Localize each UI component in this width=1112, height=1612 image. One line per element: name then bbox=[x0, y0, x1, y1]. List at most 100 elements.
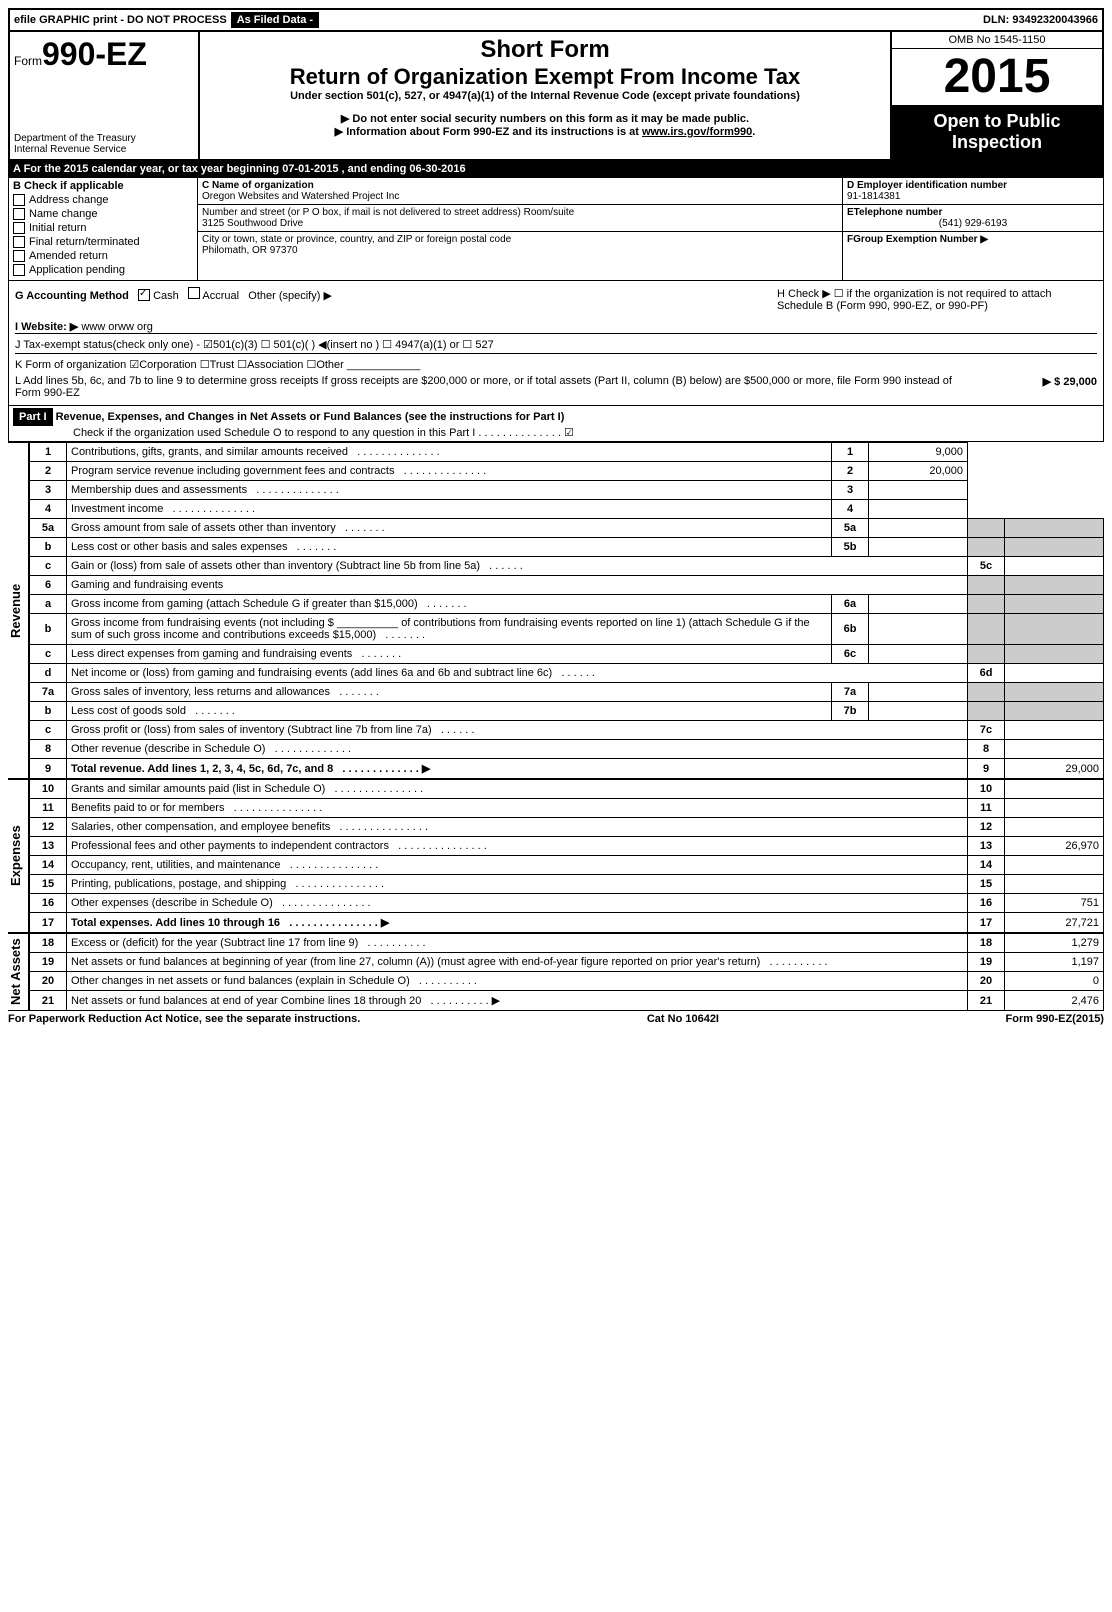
line-text: Other revenue (describe in Schedule O) .… bbox=[67, 740, 968, 759]
line-ref bbox=[968, 702, 1005, 721]
line-num: 2 bbox=[30, 462, 67, 481]
city: Philomath, OR 97370 bbox=[202, 245, 838, 256]
line-k: K Form of organization ☑Corporation ☐Tru… bbox=[15, 358, 1097, 371]
line-text: Gross income from fundraising events (no… bbox=[67, 614, 832, 645]
ein: 91-1814381 bbox=[847, 191, 1099, 202]
line-ref: 11 bbox=[968, 799, 1005, 818]
form-header: Form990-EZ Department of the Treasury In… bbox=[8, 32, 1104, 161]
line-text: Printing, publications, postage, and shi… bbox=[67, 875, 968, 894]
line-text: Excess or (deficit) for the year (Subtra… bbox=[67, 934, 968, 953]
line-val: 27,721 bbox=[1005, 913, 1104, 933]
line-num: 12 bbox=[30, 818, 67, 837]
phone: (541) 929-6193 bbox=[847, 218, 1099, 229]
part1-desc: Revenue, Expenses, and Changes in Net As… bbox=[56, 411, 565, 423]
note-ssn: ▶ Do not enter social security numbers o… bbox=[208, 112, 882, 125]
c-label: C Name of organization bbox=[202, 180, 838, 191]
line-num: 4 bbox=[30, 500, 67, 519]
e-label: ETelephone number bbox=[847, 207, 1099, 218]
entity-info: B Check if applicable Address change Nam… bbox=[8, 178, 1104, 281]
chk-final[interactable]: Final return/terminated bbox=[13, 236, 193, 248]
line-num: b bbox=[30, 702, 67, 721]
line-text: Grants and similar amounts paid (list in… bbox=[67, 780, 968, 799]
line-num: 16 bbox=[30, 894, 67, 913]
line-val: 1,279 bbox=[1005, 934, 1104, 953]
footer: For Paperwork Reduction Act Notice, see … bbox=[8, 1011, 1104, 1027]
line-num: 11 bbox=[30, 799, 67, 818]
line-text: Net assets or fund balances at end of ye… bbox=[67, 991, 968, 1011]
box-d: D Employer identification number 91-1814… bbox=[842, 178, 1103, 280]
mini-ref: 6b bbox=[832, 614, 869, 645]
line-num: 1 bbox=[30, 443, 67, 462]
line-num: c bbox=[30, 557, 67, 576]
chk-amended[interactable]: Amended return bbox=[13, 250, 193, 262]
mini-ref: 7b bbox=[832, 702, 869, 721]
line-val bbox=[1005, 538, 1104, 557]
line-num: 15 bbox=[30, 875, 67, 894]
line-text: Less cost or other basis and sales expen… bbox=[67, 538, 832, 557]
box-b: B Check if applicable Address change Nam… bbox=[9, 178, 198, 280]
d-label: D Employer identification number bbox=[847, 180, 1099, 191]
chk-name[interactable]: Name change bbox=[13, 208, 193, 220]
line-val: 26,970 bbox=[1005, 837, 1104, 856]
line-text: Gross amount from sale of assets other t… bbox=[67, 519, 832, 538]
line-text: Less direct expenses from gaming and fun… bbox=[67, 645, 832, 664]
line-num: 10 bbox=[30, 780, 67, 799]
mini-val bbox=[869, 702, 968, 721]
chk-pending[interactable]: Application pending bbox=[13, 264, 193, 276]
irs-link[interactable]: www.irs.gov/form990 bbox=[642, 126, 752, 138]
footer-left: For Paperwork Reduction Act Notice, see … bbox=[8, 1013, 360, 1025]
line-val bbox=[1005, 683, 1104, 702]
dept-irs: Internal Revenue Service bbox=[14, 144, 194, 155]
line-text: Less cost of goods sold . . . . . . . bbox=[67, 702, 832, 721]
line-ref: 15 bbox=[968, 875, 1005, 894]
chk-accrual[interactable] bbox=[188, 287, 200, 299]
city-label: City or town, state or province, country… bbox=[202, 234, 838, 245]
line-val bbox=[1005, 875, 1104, 894]
line-val bbox=[869, 500, 968, 519]
mini-val bbox=[869, 683, 968, 702]
line-h: H Check ▶ ☐ if the organization is not r… bbox=[777, 287, 1097, 312]
line-text: Contributions, gifts, grants, and simila… bbox=[67, 443, 832, 462]
line-text: Professional fees and other payments to … bbox=[67, 837, 968, 856]
line-val bbox=[1005, 856, 1104, 875]
line-num: 20 bbox=[30, 972, 67, 991]
chk-address[interactable]: Address change bbox=[13, 194, 193, 206]
line-text: Net assets or fund balances at beginning… bbox=[67, 953, 968, 972]
part1-badge: Part I bbox=[13, 408, 53, 426]
org-name: Oregon Websites and Watershed Project In… bbox=[202, 191, 838, 202]
footer-mid: Cat No 10642I bbox=[647, 1013, 719, 1025]
line-num: c bbox=[30, 721, 67, 740]
line-ref: 1 bbox=[832, 443, 869, 462]
line-ref: 21 bbox=[968, 991, 1005, 1011]
line-val bbox=[1005, 614, 1104, 645]
line-text: Net income or (loss) from gaming and fun… bbox=[67, 664, 968, 683]
line-ref bbox=[968, 538, 1005, 557]
line-text: Total expenses. Add lines 10 through 16 … bbox=[67, 913, 968, 933]
tax-year: 2015 bbox=[892, 49, 1102, 105]
line-num: b bbox=[30, 538, 67, 557]
netassets-section: Net Assets 18Excess or (deficit) for the… bbox=[8, 933, 1104, 1011]
asfiled-label: As Filed Data - bbox=[231, 12, 319, 28]
line-ref: 14 bbox=[968, 856, 1005, 875]
line-text: Investment income . . . . . . . . . . . … bbox=[67, 500, 832, 519]
dln-label: DLN: 93492320043966 bbox=[983, 14, 1098, 26]
line-text: Gain or (loss) from sale of assets other… bbox=[67, 557, 968, 576]
line-ref: 9 bbox=[968, 759, 1005, 779]
line-num: 7a bbox=[30, 683, 67, 702]
line-num: 6 bbox=[30, 576, 67, 595]
line-val bbox=[1005, 818, 1104, 837]
line-num: c bbox=[30, 645, 67, 664]
line-a: A For the 2015 calendar year, or tax yea… bbox=[8, 161, 1104, 178]
line-j: J Tax-exempt status(check only one) - ☑5… bbox=[15, 338, 1097, 354]
line-ref bbox=[968, 595, 1005, 614]
line-ref: 5c bbox=[968, 557, 1005, 576]
line-val bbox=[1005, 799, 1104, 818]
expenses-section: Expenses 10Grants and similar amounts pa… bbox=[8, 779, 1104, 933]
chk-initial[interactable]: Initial return bbox=[13, 222, 193, 234]
footer-right: Form 990-EZ(2015) bbox=[1006, 1013, 1104, 1025]
lines-g-l: G Accounting Method Cash Accrual Other (… bbox=[8, 281, 1104, 406]
part1-header-row: Part I Revenue, Expenses, and Changes in… bbox=[8, 406, 1104, 442]
line-ref: 2 bbox=[832, 462, 869, 481]
mini-val bbox=[869, 519, 968, 538]
chk-cash[interactable] bbox=[138, 289, 150, 301]
